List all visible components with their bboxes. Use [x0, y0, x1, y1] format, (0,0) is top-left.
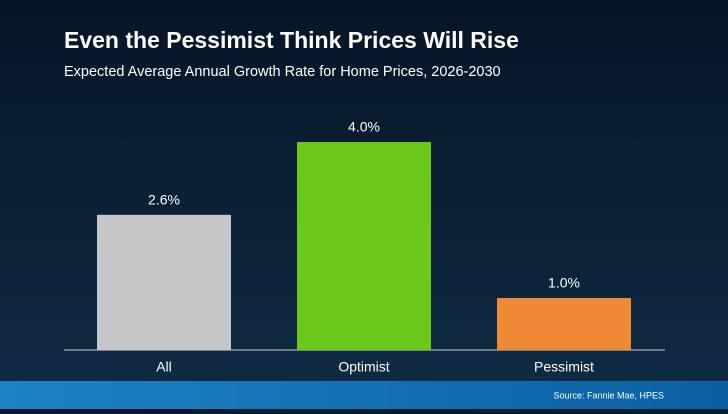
chart-title: Even the Pessimist Think Prices Will Ris…: [64, 27, 519, 53]
source: Source: Fannie Mae, HPES: [553, 390, 664, 400]
x-tick-label: Pessimist: [534, 359, 594, 375]
bar: [97, 214, 231, 350]
bar: [497, 298, 631, 350]
x-tick-label: All: [156, 359, 172, 375]
footer-band: [0, 381, 728, 409]
value-label: 1.0%: [548, 275, 580, 291]
value-label: 4.0%: [348, 119, 380, 135]
bar: [297, 142, 431, 350]
chart-subtitle: Expected Average Annual Growth Rate for …: [64, 64, 501, 80]
x-tick-label: Optimist: [338, 359, 389, 375]
value-label: 2.6%: [148, 192, 180, 208]
